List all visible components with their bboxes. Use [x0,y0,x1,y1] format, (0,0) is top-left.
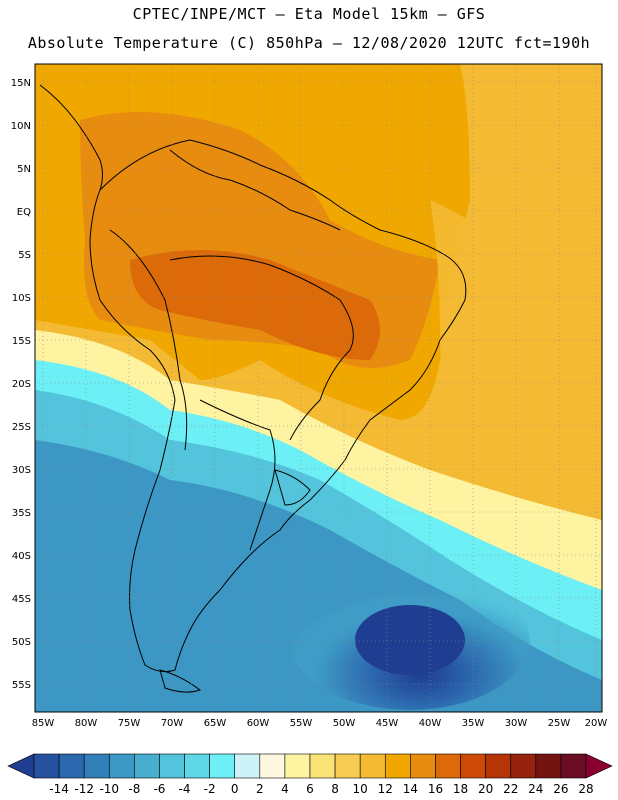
colorbar-tick-label: -8 [128,782,140,796]
colorbar-tick-label: -6 [153,782,165,796]
lat-label: 5N [17,164,31,175]
colorbar-tick-label: -10 [99,782,119,796]
graticule [35,64,602,712]
border-andes [109,229,188,451]
lat-label: 20S [12,379,31,390]
colorbar-swatch [410,753,436,779]
colorbar-tick-label: 12 [378,782,393,796]
lon-label: 60W [247,718,270,729]
colorbar-swatch [58,753,85,779]
lon-label: 30W [505,718,528,729]
colorbar-swatch [159,753,185,779]
border-argentina [199,399,276,551]
colorbar-right-arrow [585,753,613,779]
colorbar-tick-label: 4 [281,782,289,796]
map-plot-area [35,64,602,712]
colorbar-tick-label: 28 [578,782,593,796]
colorbar-tick-label: 6 [306,782,314,796]
lat-label: 5S [18,250,31,261]
colorbar-swatch [83,753,110,779]
lon-label: 40W [419,718,442,729]
lon-label: 85W [32,718,55,729]
chart-title-line2: Absolute Temperature (C) 850hPa – 12/08/… [27,34,591,52]
colorbar-tick-label: 14 [403,782,418,796]
colorbar-swatch [359,753,386,779]
lon-label: 35W [462,718,485,729]
lon-label: 25W [548,718,571,729]
colorbar-swatch [435,753,461,779]
south-america-coastline [89,139,467,673]
tierra-del-fuego [159,669,202,693]
lat-label: 25S [12,422,31,433]
lat-label: EQ [17,207,31,218]
lat-label: 15N [11,78,31,89]
colorbar-tick-label: -12 [74,782,94,796]
border-north [169,149,341,231]
colorbar-swatch [259,753,286,779]
colorbar-swatch [485,753,512,779]
colorbar-swatch [334,753,361,779]
lon-label: 50W [333,718,356,729]
colorbar-left-arrow [7,753,35,779]
colorbar-swatch [510,753,537,779]
colorbar-tick-label: 0 [231,782,239,796]
colorbar-tick-label: -14 [49,782,69,796]
colorbar-swatch [33,753,60,779]
colorbar-swatch [384,753,411,779]
lon-label: 70W [161,718,184,729]
lat-label: 15S [12,336,31,347]
colorbar-swatch [560,753,587,779]
lat-label: 10S [12,293,31,304]
border-brazil [169,255,354,441]
cold-core-center [355,605,465,675]
colorbar [7,753,613,779]
colorbar-swatch [460,753,486,779]
colorbar-tick-label: 24 [528,782,543,796]
colorbar-tick-label: 26 [553,782,568,796]
border-uruguay [274,469,311,506]
colorbar-tick-label: -2 [204,782,216,796]
latitude-labels: 15N 10N 5N EQ 5S 10S 15S 20S 25S 30S 35S… [11,78,31,691]
colorbar-swatch [309,753,336,779]
colorbar-swatch [134,753,160,779]
lon-label: 20W [585,718,608,729]
lat-label: 40S [12,551,31,562]
continent-outlines [39,84,467,693]
colorbar-tick-label: 18 [453,782,468,796]
map-frame [34,63,603,713]
lat-label: 10N [11,121,31,132]
colorbar-tick-label: 10 [353,782,368,796]
longitude-labels: 85W 80W 75W 70W 65W 60W 55W 50W 45W 40W … [32,718,608,729]
lon-label: 75W [118,718,141,729]
temperature-band-22 [130,250,380,360]
lat-label: 55S [12,680,31,691]
lat-label: 50S [12,637,31,648]
lat-label: 35S [12,508,31,519]
colorbar-tick-label: 22 [503,782,518,796]
lat-label: 30S [12,465,31,476]
lon-label: 55W [290,718,313,729]
lat-label: 45S [12,594,31,605]
colorbar-swatch [535,753,562,779]
colorbar-swatch [209,753,236,779]
colorbar-tick-label: 16 [428,782,443,796]
lon-label: 80W [75,718,98,729]
colorbar-swatch [234,753,261,779]
colorbar-tick-label: 20 [478,782,493,796]
colorbar-labels: -14 -12 -10 -8 -6 -4 -2 0 2 4 6 8 10 12 14 16 18 20 22 24 26… [49,782,593,796]
central-america-outline [39,84,103,191]
lon-label: 45W [376,718,399,729]
colorbar-swatch [108,753,135,779]
colorbar-tick-label: -4 [179,782,191,796]
colorbar-swatch [184,753,210,779]
chart-title-line1: CPTEC/INPE/MCT – Eta Model 15km – GFS [132,5,486,23]
lon-label: 65W [204,718,227,729]
colorbar-tick-label: 8 [331,782,339,796]
colorbar-tick-label: 2 [256,782,264,796]
colorbar-swatch [284,753,311,779]
